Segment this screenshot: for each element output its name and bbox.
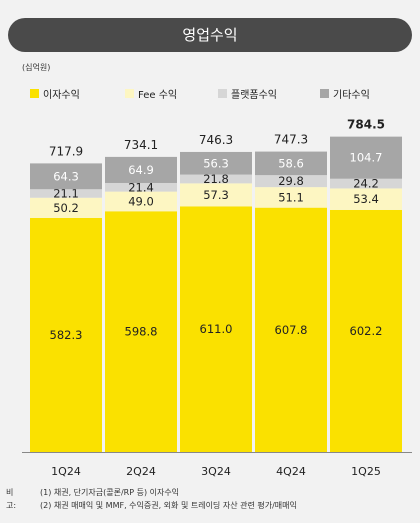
total-label-1Q25: 784.5: [347, 118, 385, 132]
bar-segment-interest-2Q24: [105, 211, 177, 452]
legend-label-interest: 이자수익: [43, 90, 80, 101]
x-tick-label-1Q25: 1Q25: [351, 465, 381, 478]
data-label-interest-1Q25: 602.2: [350, 324, 383, 338]
legend-item-fee: Fee 수익: [125, 86, 177, 101]
bar-segment-fee-1Q24: [30, 197, 102, 218]
legend-label-fee: Fee 수익: [138, 90, 178, 101]
bar-segment-platform-1Q25: [330, 178, 402, 189]
notes-label: 비고:: [6, 488, 17, 510]
bar-segment-interest-1Q24: [30, 217, 102, 452]
legend-swatch-other: [320, 89, 329, 98]
bar-segment-fee-3Q24: [180, 183, 252, 207]
bar-segment-other-1Q24: [30, 163, 102, 190]
data-label-fee-1Q24: 50.2: [53, 201, 79, 215]
data-label-fee-3Q24: 57.3: [203, 188, 229, 202]
data-label-other-1Q24: 64.3: [53, 169, 79, 183]
bar-segment-fee-4Q24: [255, 187, 327, 208]
bar-segment-platform-4Q24: [255, 175, 327, 188]
data-label-other-4Q24: 58.6: [278, 156, 304, 170]
bar-segment-other-3Q24: [180, 151, 252, 175]
note-line-2: (2) 채권 매매익 및 MMF, 수익증권, 외화 및 트레이딩 자산 관련 …: [40, 501, 297, 510]
unit-label: (십억원): [22, 63, 51, 72]
bar-segment-platform-2Q24: [105, 182, 177, 192]
legend-swatch-interest: [30, 89, 39, 98]
data-label-interest-4Q24: 607.8: [275, 323, 308, 337]
x-tick-label-4Q24: 4Q24: [276, 465, 306, 478]
legend: 이자수익 Fee 수익 플랫폼수익 기타수익: [30, 86, 400, 101]
bar-segment-other-2Q24: [105, 156, 177, 183]
data-label-interest-2Q24: 598.8: [125, 325, 158, 339]
x-tick-label-3Q24: 3Q24: [201, 465, 231, 478]
total-label-4Q24: 747.3: [274, 133, 308, 147]
legend-swatch-platform: [218, 89, 227, 98]
total-label-1Q24: 717.9: [49, 144, 83, 158]
data-label-fee-1Q25: 53.4: [353, 192, 379, 206]
stacked-bar-chart: 582.3 50.221.1 64.3 717.9 1Q24 598.8 49.021.4 6…: [22, 118, 412, 478]
data-label-interest-1Q24: 582.3: [50, 328, 83, 342]
data-label-fee-4Q24: 51.1: [278, 190, 304, 204]
chart-title: 영업수익: [8, 18, 412, 52]
data-label-platform-4Q24: 29.8: [278, 174, 304, 188]
data-label-other-1Q25: 104.7: [350, 151, 383, 165]
bar-segment-fee-2Q24: [105, 191, 177, 212]
data-label-platform-1Q25: 24.2: [353, 177, 379, 191]
bar-segment-interest-1Q25: [330, 209, 402, 452]
bar-segment-platform-3Q24: [180, 174, 252, 184]
data-label-other-3Q24: 56.3: [203, 156, 229, 170]
bar-segment-platform-1Q24: [30, 189, 102, 198]
bar-segment-other-4Q24: [255, 151, 327, 176]
legend-label-other: 기타수익: [333, 90, 370, 101]
bar-segment-interest-3Q24: [180, 206, 252, 452]
data-label-platform-2Q24: 21.4: [128, 180, 154, 194]
data-label-interest-3Q24: 611.0: [200, 322, 233, 336]
bar-segment-fee-1Q25: [330, 188, 402, 210]
x-tick-label-2Q24: 2Q24: [126, 465, 156, 478]
x-tick-label-1Q24: 1Q24: [51, 465, 81, 478]
data-label-fee-2Q24: 49.0: [128, 194, 154, 208]
legend-swatch-fee: [125, 89, 134, 98]
bar-segment-other-1Q25: [330, 136, 402, 179]
legend-label-platform: 플랫폼수익: [231, 90, 277, 101]
legend-item-platform: 플랫폼수익: [218, 86, 277, 101]
legend-item-interest: 이자수익: [30, 86, 80, 101]
data-label-platform-1Q24: 21.1: [53, 186, 79, 200]
note-line-1: (1) 채권, 단기자금(콜론/RP 등) 이자수익: [40, 488, 180, 497]
total-label-2Q24: 734.1: [124, 138, 158, 152]
data-label-other-2Q24: 64.9: [128, 163, 154, 177]
data-label-platform-3Q24: 21.8: [203, 172, 229, 186]
total-label-3Q24: 746.3: [199, 133, 233, 147]
bar-segment-interest-4Q24: [255, 207, 327, 452]
legend-item-other: 기타수익: [320, 86, 370, 101]
